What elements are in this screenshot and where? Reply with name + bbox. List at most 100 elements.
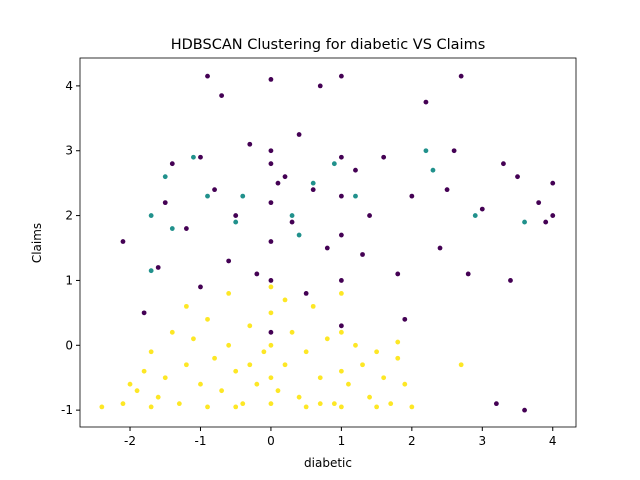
point xyxy=(226,258,232,264)
point xyxy=(296,132,302,137)
point xyxy=(247,323,253,329)
point xyxy=(324,336,330,342)
point xyxy=(353,342,358,348)
point xyxy=(226,342,232,348)
y-tick-label: 3 xyxy=(65,144,73,158)
point xyxy=(543,219,549,225)
point xyxy=(501,161,506,167)
point xyxy=(430,167,436,173)
point xyxy=(205,316,210,322)
point xyxy=(162,375,168,381)
point xyxy=(233,368,239,374)
point xyxy=(338,404,344,410)
point xyxy=(191,154,196,160)
x-tick-label: -1 xyxy=(194,434,206,448)
point xyxy=(409,193,415,199)
point xyxy=(162,174,168,180)
point xyxy=(169,226,175,231)
point xyxy=(191,336,196,342)
point xyxy=(282,297,288,303)
point xyxy=(338,278,344,283)
point xyxy=(374,349,380,355)
point xyxy=(338,291,344,296)
point xyxy=(360,252,365,257)
point xyxy=(198,381,203,387)
point xyxy=(148,268,154,274)
point xyxy=(155,265,161,270)
point xyxy=(233,219,239,225)
point xyxy=(465,271,471,277)
point xyxy=(303,349,309,355)
point xyxy=(338,329,344,335)
point xyxy=(479,206,485,212)
plot-frame xyxy=(79,57,577,428)
point xyxy=(162,200,168,206)
point xyxy=(409,404,415,410)
point xyxy=(331,161,337,167)
point xyxy=(148,349,154,355)
point xyxy=(268,239,274,244)
point xyxy=(134,388,140,394)
point xyxy=(346,381,351,387)
point xyxy=(444,187,450,193)
point xyxy=(360,362,365,368)
point xyxy=(205,193,210,199)
point xyxy=(338,154,344,160)
point xyxy=(268,200,274,206)
point xyxy=(338,232,344,238)
point xyxy=(268,310,274,316)
point xyxy=(353,167,358,173)
point xyxy=(275,388,281,394)
x-tick-label: 3 xyxy=(478,434,486,448)
point xyxy=(254,271,260,277)
point xyxy=(240,193,246,199)
point xyxy=(226,291,232,296)
point xyxy=(183,362,189,368)
y-tick-label: 4 xyxy=(65,79,73,93)
point xyxy=(268,278,274,283)
point xyxy=(550,180,556,186)
y-tick-label: 2 xyxy=(65,209,73,223)
point xyxy=(472,213,478,218)
point xyxy=(317,375,323,381)
point xyxy=(205,404,210,410)
point xyxy=(324,245,330,251)
point xyxy=(268,342,274,348)
point xyxy=(99,404,105,410)
point xyxy=(198,284,203,290)
x-axis-label: diabetic xyxy=(304,456,352,470)
point xyxy=(233,213,239,218)
point xyxy=(169,329,175,335)
point xyxy=(338,323,344,329)
point xyxy=(536,200,542,206)
y-tick-label: -1 xyxy=(61,403,73,417)
point xyxy=(395,271,401,277)
point xyxy=(374,404,380,410)
point xyxy=(247,362,253,368)
point xyxy=(282,362,288,368)
point xyxy=(176,401,182,407)
point xyxy=(198,154,203,160)
point xyxy=(522,219,527,225)
point xyxy=(289,213,295,218)
point xyxy=(458,362,464,368)
point xyxy=(261,349,267,355)
point xyxy=(268,401,274,407)
point xyxy=(395,355,401,361)
point xyxy=(120,239,126,244)
point xyxy=(437,245,443,251)
point xyxy=(282,174,288,180)
point xyxy=(268,375,274,381)
point xyxy=(367,394,372,400)
point xyxy=(268,284,274,290)
point xyxy=(268,329,274,335)
point xyxy=(183,303,189,309)
point xyxy=(141,368,147,374)
point xyxy=(268,77,274,82)
point xyxy=(493,401,499,407)
point xyxy=(515,174,520,180)
point xyxy=(317,83,323,89)
point xyxy=(522,407,527,413)
point xyxy=(127,381,133,387)
point xyxy=(402,381,408,387)
